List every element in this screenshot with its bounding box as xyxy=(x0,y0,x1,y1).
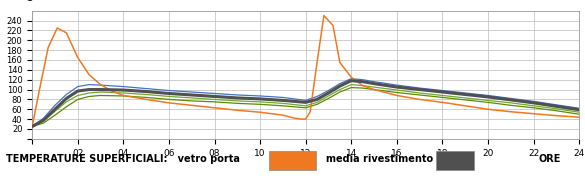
Text: ORE: ORE xyxy=(538,155,560,164)
Text: media rivestimento: media rivestimento xyxy=(326,155,433,164)
Text: C°: C° xyxy=(26,0,37,3)
Bar xyxy=(269,151,316,170)
Bar xyxy=(436,151,474,170)
Text: TEMPERATURE SUPERFICIALI:   vetro porta: TEMPERATURE SUPERFICIALI: vetro porta xyxy=(6,155,240,164)
